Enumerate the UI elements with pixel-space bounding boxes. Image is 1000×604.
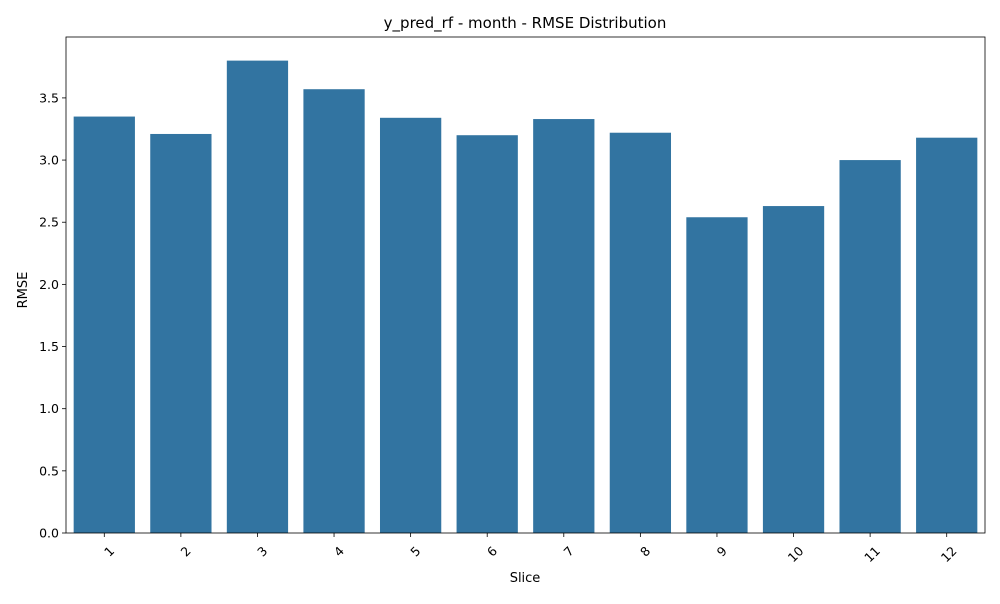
bar-slice-12	[916, 137, 978, 533]
bar-slice-5	[379, 117, 442, 534]
y-tick-label: 3.5	[39, 90, 59, 105]
x-axis-label: Slice	[510, 571, 541, 586]
y-axis-ticks: 0.0 0.5 1.0 1.5 2.0 2.5 3.0 3.5	[39, 90, 66, 541]
x-tick-label: 6	[484, 543, 500, 559]
x-tick-label: 3	[254, 543, 270, 559]
y-tick-label: 0.0	[39, 526, 59, 541]
bar-slice-8	[609, 132, 672, 533]
x-tick-label: 8	[637, 543, 653, 559]
plot-frame	[65, 36, 986, 534]
y-tick-label: 1.5	[39, 339, 59, 354]
x-tick-label: 5	[407, 543, 423, 559]
bar-slice-1	[73, 116, 135, 533]
x-tick-label: 9	[714, 543, 730, 559]
x-tick-label: 11	[861, 543, 883, 565]
y-tick-label: 2.5	[39, 215, 59, 230]
bar-slice-3	[226, 60, 289, 534]
y-tick-label: 3.0	[39, 153, 59, 168]
x-tick-label: 10	[785, 543, 807, 565]
x-tick-label: 2	[178, 543, 194, 559]
x-tick-label: 7	[560, 543, 576, 559]
y-axis-label: RMSE	[16, 272, 31, 309]
bar-slice-4	[303, 89, 365, 534]
bar-slice-6	[456, 135, 518, 533]
bars-layer	[73, 60, 978, 534]
x-tick-label: 1	[101, 543, 117, 559]
bar-slice-7	[533, 119, 595, 534]
bar-slice-9	[686, 217, 748, 533]
x-tick-label: 4	[331, 543, 347, 559]
x-tick-label: 12	[938, 543, 960, 565]
bar-slice-2	[150, 133, 212, 533]
bar-slice-10	[762, 206, 825, 533]
bar-slice-11	[839, 160, 901, 533]
y-tick-label: 1.0	[39, 401, 59, 416]
chart-title: y_pred_rf - month - RMSE Distribution	[384, 14, 667, 33]
y-tick-label: 2.0	[39, 277, 59, 292]
x-axis-ticks: 1 2 3 4 5 6 7 8 9 10 11 12	[101, 533, 960, 565]
y-tick-label: 0.5	[39, 463, 59, 478]
